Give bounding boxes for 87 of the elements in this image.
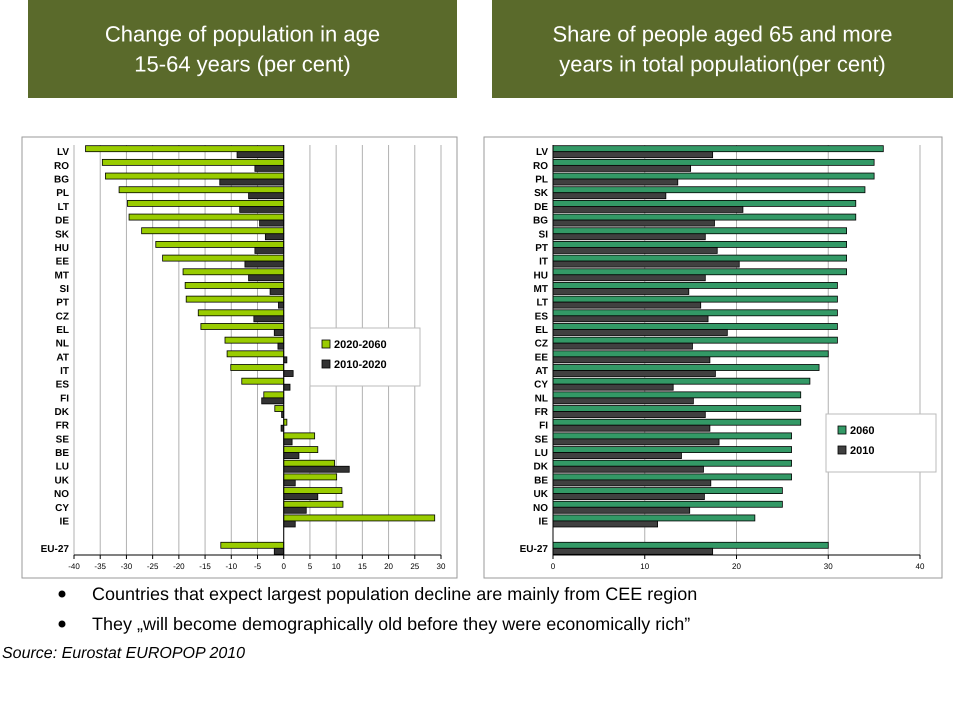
x-tick-label: 10 <box>640 562 650 571</box>
y-tick-label: DE <box>534 202 548 213</box>
x-tick-label: 25 <box>410 562 420 571</box>
y-tick-label: EL <box>56 324 69 336</box>
y-tick-label: EE <box>534 352 548 364</box>
y-tick-label: MT <box>534 284 548 295</box>
y-tick-label: EL <box>535 324 548 336</box>
y-tick-label: PL <box>56 188 69 200</box>
y-tick-label: PT <box>535 242 548 254</box>
y-tick-label: SK <box>55 229 70 240</box>
y-tick-label: ES <box>56 380 70 391</box>
y-tick-label: SE <box>56 434 70 446</box>
y-tick-label: LT <box>58 202 69 213</box>
y-tick-label: CZ <box>56 311 69 322</box>
x-tick-label: 10 <box>332 562 342 571</box>
legend-label: 2060 <box>850 424 874 437</box>
y-tick-label: SI <box>60 284 70 295</box>
y-tick-label: LU <box>56 462 69 473</box>
y-tick-label: PT <box>56 298 69 309</box>
y-tick-label: LV <box>56 147 70 158</box>
y-tick-label: LV <box>536 147 548 158</box>
y-tick-label: CY <box>55 502 70 514</box>
y-tick-label: DE <box>55 216 70 227</box>
y-tick-label: LT <box>536 298 548 309</box>
y-tick-label: AT <box>535 366 548 378</box>
legend-label: 2020-2060 <box>334 338 387 351</box>
x-tick-label: 30 <box>436 562 446 571</box>
legend-label: 2010-2020 <box>334 358 387 371</box>
text: Countries that expect largest population decline are mainly from CEE region <box>92 584 698 604</box>
x-tick-label: -5 <box>254 562 262 571</box>
x-tick-label: -20 <box>173 562 186 571</box>
y-tick-label: CZ <box>534 338 548 350</box>
y-tick-label: IE <box>60 516 70 528</box>
y-tick-label: RO <box>533 160 548 172</box>
y-tick-label: UK <box>54 475 70 486</box>
y-tick-label: NL <box>534 393 548 404</box>
y-tick-label: FR <box>534 407 549 418</box>
y-tick-label: DK <box>534 462 549 473</box>
chart-title: Change of population in age 15-64 years (per cent) <box>104 22 380 77</box>
y-tick-label: AT <box>56 352 69 364</box>
y-tick-label: BG <box>54 174 70 186</box>
y-tick-label: PL <box>535 174 548 186</box>
y-tick-label: IT <box>539 256 548 268</box>
x-tick-label: -35 <box>94 562 107 571</box>
y-tick-label: BG <box>533 216 548 227</box>
y-tick-label: UK <box>534 489 549 500</box>
x-tick-label: 20 <box>732 562 742 571</box>
y-tick-label: MT <box>54 270 69 282</box>
y-tick-label: EU-27 <box>520 544 548 555</box>
y-tick-label: NO <box>54 489 70 500</box>
y-tick-label: BE <box>534 475 548 486</box>
x-tick-label: 0 <box>550 562 556 571</box>
y-tick-label: FI <box>60 393 70 404</box>
y-tick-label: CY <box>534 380 548 391</box>
x-tick-label: 30 <box>824 562 834 571</box>
y-tick-label: HU <box>534 270 548 282</box>
y-tick-label: DK <box>54 407 70 418</box>
y-tick-label: RO <box>54 160 70 172</box>
y-tick-label: SK <box>534 188 549 200</box>
y-tick-label: BE <box>55 448 70 460</box>
y-tick-label: EU-27 <box>40 544 70 555</box>
y-tick-label: IT <box>60 366 69 378</box>
y-tick-label: LU <box>534 448 548 460</box>
x-tick-label: -25 <box>146 562 159 571</box>
x-tick-label: 0 <box>281 562 286 571</box>
x-tick-label: 20 <box>384 562 394 571</box>
y-tick-label: ES <box>534 311 548 322</box>
y-tick-label: NO <box>533 502 548 514</box>
x-tick-label: 15 <box>358 562 368 571</box>
y-tick-label: IE <box>538 516 548 528</box>
y-tick-label: SI <box>538 229 548 240</box>
y-tick-label: HU <box>54 242 69 254</box>
legend-label: 2010 <box>850 444 874 457</box>
x-tick-label: 5 <box>308 562 313 571</box>
chart-title: Share of people aged 65 and more years in total population(per cent) <box>552 22 893 77</box>
x-tick-label: 40 <box>916 562 925 571</box>
x-tick-label: -10 <box>226 562 238 571</box>
y-tick-label: SE <box>534 434 548 446</box>
source-note: Source: Eurostat EUROPOP 2010 <box>2 645 246 662</box>
y-tick-label: EE <box>56 256 70 268</box>
y-tick-label: NL <box>56 338 69 350</box>
y-tick-label: FR <box>56 420 70 432</box>
x-tick-label: -15 <box>199 562 212 571</box>
text: They „will become demographically old before they were economically rich” <box>92 614 690 634</box>
x-tick-label: -40 <box>68 562 80 571</box>
y-tick-label: FI <box>539 420 548 432</box>
x-tick-label: -30 <box>120 562 133 571</box>
